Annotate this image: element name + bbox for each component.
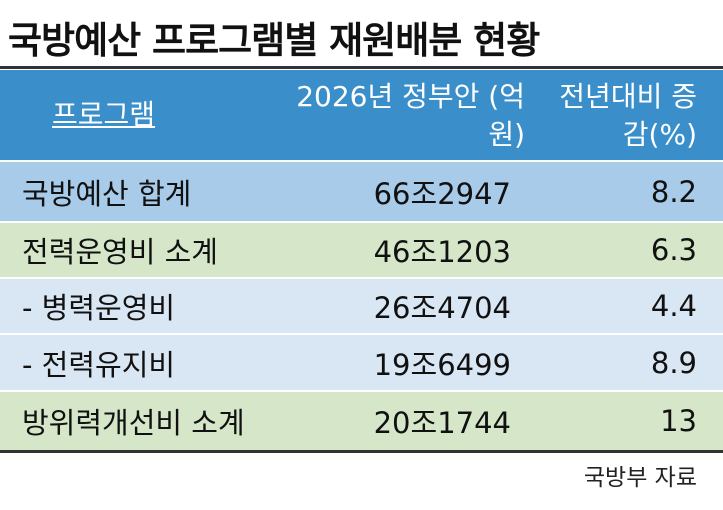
table-cell: 8.2 [650,174,697,209]
table-cell: - 병력운영비 [22,291,176,325]
table-cell: 전력운영비 소계 [22,235,218,269]
table-cell: 20조1744 [373,406,511,440]
table-row: 방위력개선비 소계 20조1744 13 [0,390,723,450]
source: 국방부 자료 [583,465,697,491]
column-header: 전년대비 증감(%) [559,80,697,151]
table-row: 전력운영비 소계 46조1203 6.3 [0,221,723,277]
table-row: 국방예산 합계 66조2947 8.2 [0,160,723,221]
table-cell: 13 [660,404,697,438]
bottom-rule [0,450,723,453]
table-cell: 방위력개선비 소계 [22,406,245,440]
top-rule [0,66,723,69]
table-cell: 8.9 [650,345,697,380]
table-cell: 국방예산 합계 [22,176,192,211]
column-header: 2026년 정부안 (억원) [296,80,525,151]
table-row: - 병력운영비 26조4704 4.4 [0,277,723,333]
table-cell: 26조4704 [373,291,511,325]
table-cell: 4.4 [650,289,697,323]
table-header: 프로그램 2026년 정부안 (억원) 전년대비 증감(%) [0,70,723,160]
table-row: - 전력유지비 19조6499 8.9 [0,333,723,390]
table-cell: 46조1203 [373,235,511,269]
table-cell: 66조2947 [373,176,511,211]
column-header: 프로그램 [52,98,156,131]
table-cell: 19조6499 [373,347,511,382]
table-cell: - 전력유지비 [22,347,176,382]
title: 국방예산 프로그램별 재원배분 현황 [8,19,540,62]
table-cell: 6.3 [650,233,697,267]
